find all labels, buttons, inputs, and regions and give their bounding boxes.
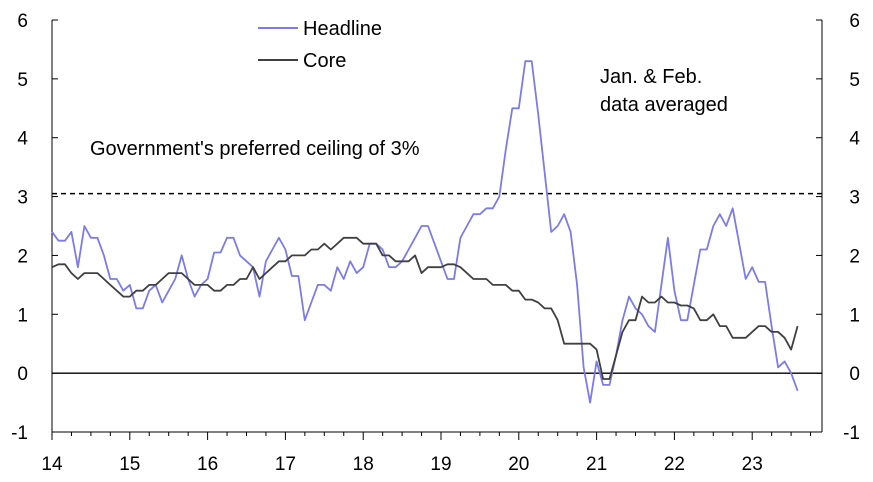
x-tick-label: 20 [508,454,529,475]
series-group [51,60,799,404]
x-tick-label: 19 [430,454,451,475]
right-y-tick-label: 3 [849,188,860,209]
x-tick-label: 21 [586,454,607,475]
left-y-tick-label: 0 [17,364,28,385]
left-y-tick-label: 6 [17,11,28,32]
x-tick-label: 22 [664,454,685,475]
averaging-note-line-1: Jan. & Feb. [600,66,702,88]
annotations: Government's preferred ceiling of 3% Jan… [90,66,728,160]
right-y-axis: -1 0 1 2 3 4 5 6 [816,11,860,444]
right-y-tick-label: 0 [849,364,860,385]
series-line-core [51,236,799,380]
right-y-tick-label: 4 [849,129,860,150]
legend-label-core: Core [303,50,346,72]
x-tick-label: 15 [119,454,140,475]
ceiling-annotation: Government's preferred ceiling of 3% [90,138,420,160]
left-y-tick-label: 5 [17,70,28,91]
right-y-tick-label: 2 [849,246,860,267]
left-y-tick-label: 4 [17,129,28,150]
x-tick-label: 23 [742,454,763,475]
left-y-tick-label: -1 [11,423,28,444]
x-tick-label: 16 [197,454,218,475]
left-y-tick-label: 1 [17,305,28,326]
left-y-tick-label: 2 [17,246,28,267]
series-line-headline [51,60,799,404]
averaging-note-line-2: data averaged [600,94,728,116]
legend-label-headline: Headline [303,18,382,40]
right-y-tick-label: 1 [849,305,860,326]
left-y-tick-label: 3 [17,188,28,209]
x-tick-label: 17 [275,454,296,475]
right-y-tick-label: 5 [849,70,860,91]
left-y-axis: -1 0 1 2 3 4 5 6 [11,11,58,444]
legend: Headline Core [258,18,382,72]
x-tick-label: 18 [353,454,374,475]
right-y-tick-label: -1 [843,423,860,444]
x-axis: 14 15 16 17 18 19 20 21 22 23 [41,372,822,475]
x-tick-label: 14 [41,454,63,475]
right-y-tick-label: 6 [849,11,860,32]
